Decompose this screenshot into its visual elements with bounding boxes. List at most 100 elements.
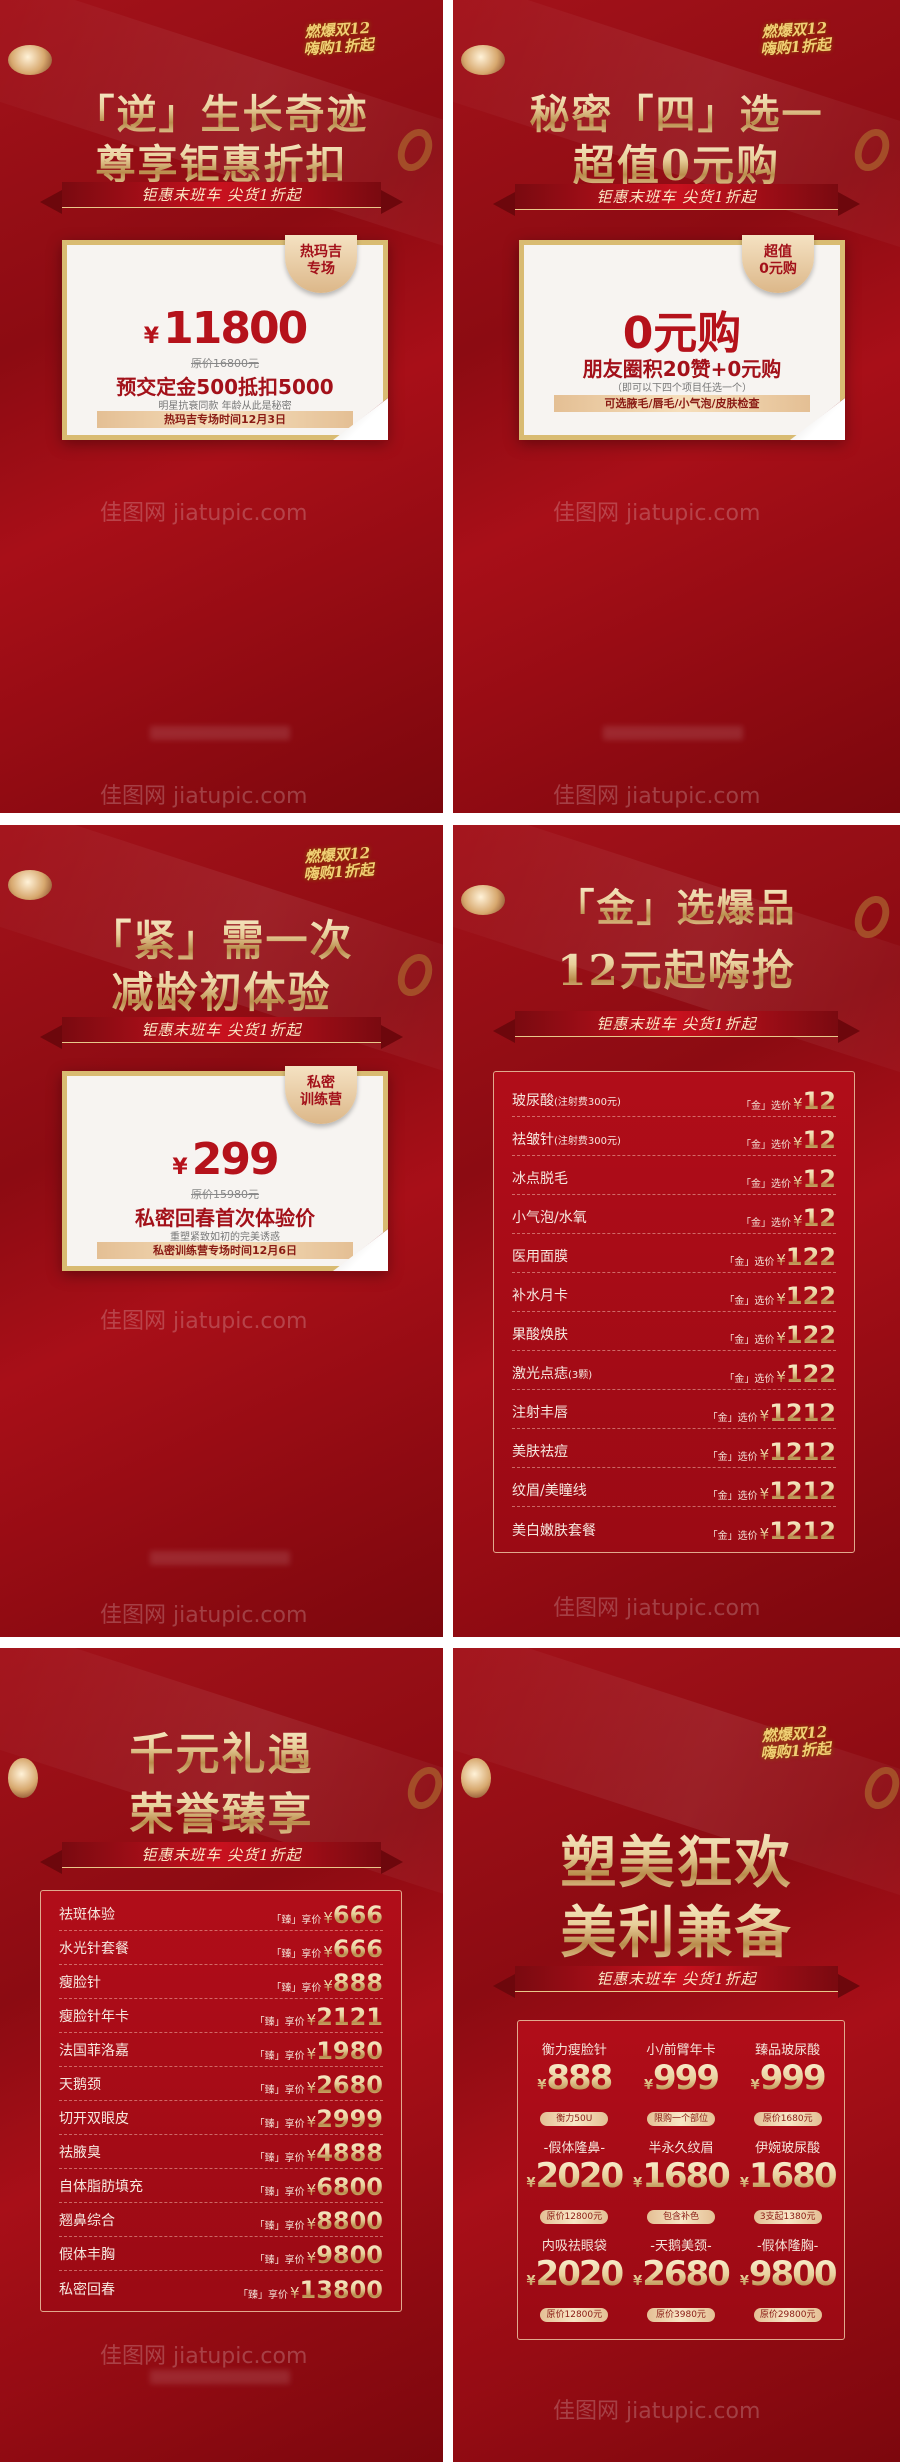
- blurred-logo: [150, 726, 290, 740]
- item-name: 果酸焕肤: [512, 1324, 568, 1350]
- price-tag: 「金」选价: [724, 1257, 775, 1268]
- double12-logo: 燃爆双12 嗨购1折起: [744, 19, 846, 60]
- item-price: 「金」选价 ¥12: [741, 1125, 836, 1155]
- offer-card: 热玛吉 专场 ¥11800 原价16800元 预交定金500抵扣5000 明星抗衰…: [62, 235, 389, 441]
- ribbon-banner: 钜惠末班车 尖货1折起: [40, 1842, 403, 1874]
- currency-symbol: ¥: [776, 1290, 786, 1308]
- price: ¥299: [67, 1134, 383, 1185]
- price-value: 666: [332, 1935, 383, 1963]
- title-line2: 12元起嗨抢: [453, 937, 900, 998]
- ribbon-banner: 钜惠末班车 尖货1折起: [493, 184, 860, 216]
- item-name-text: 翘鼻综合: [59, 2213, 115, 2229]
- price-tag: 「臻」享价: [271, 1983, 322, 1994]
- item-name-text: 注射丰唇: [512, 1405, 568, 1421]
- watermark: 佳图网 jiatupic.com: [553, 2399, 761, 2424]
- pearl-decoration: [8, 1758, 38, 1798]
- price-tag: 「臻」享价: [254, 2119, 305, 2130]
- deal-note-pill: 原价29800元: [753, 2308, 822, 2322]
- item-name: 瘦脸针: [59, 1972, 101, 1998]
- item-name: 美肤祛痘: [512, 1441, 568, 1467]
- badge: 热玛吉 专场: [285, 235, 357, 293]
- currency-symbol: ¥: [526, 2274, 536, 2289]
- price-value: 9800: [316, 2241, 383, 2269]
- options-bar: 可选腋毛/唇毛/小气泡/皮肤检查: [554, 395, 810, 412]
- deal-note-pill: 3支起1380元: [753, 2210, 822, 2224]
- title-line1: 秘密「四」选一: [453, 82, 900, 140]
- badge-line2: 专场: [307, 261, 335, 277]
- item-name-text: 冰点脱毛: [512, 1171, 568, 1187]
- list-row: 纹眉/美瞳线 「金」选价 ¥1212: [512, 1468, 836, 1507]
- item-name-text: 补水月卡: [512, 1288, 568, 1304]
- deal-name: 半永久纹眉: [648, 2141, 714, 2156]
- headline: 私密回春首次体验价: [135, 1206, 315, 1230]
- list-row: 祛皱针(注射费300元) 「金」选价 ¥12: [512, 1117, 836, 1156]
- item-name: 私密回春: [59, 2279, 115, 2305]
- currency-symbol: ¥: [537, 2078, 547, 2093]
- item-price: 「金」选价 ¥122: [724, 1359, 836, 1389]
- currency-symbol: ¥: [306, 2011, 317, 2029]
- title-line2: 美利兼备: [453, 1888, 900, 1969]
- price-value: 299: [191, 1134, 280, 1185]
- item-name: 美白嫩肤套餐: [512, 1520, 596, 1546]
- deal-note-pill: 衡力50U: [540, 2112, 609, 2126]
- price-tag: 「金」选价: [724, 1374, 775, 1385]
- ribbon-banner: 钜惠末班车 尖货1折起: [40, 182, 403, 214]
- price-value: 0元购: [622, 308, 742, 359]
- item-name: 祛斑体验: [59, 1904, 115, 1930]
- item-name-text: 小气泡/水氧: [512, 1210, 587, 1226]
- list-row: 激光点痣(3颗) 「金」选价 ¥122: [512, 1351, 836, 1390]
- deal-cell: -假体隆鼻- ¥2020 原价12800元: [521, 2137, 628, 2235]
- item-name-text: 祛皱针: [512, 1132, 554, 1148]
- item-price: 「臻」享价 ¥666: [271, 1934, 383, 1964]
- watermark: 佳图网 jiatupic.com: [553, 1596, 761, 1621]
- item-price: 「臻」享价 ¥1980: [255, 2036, 383, 2066]
- item-price: 「臻」享价 ¥2680: [255, 2070, 383, 2100]
- item-name: 医用面膜: [512, 1246, 568, 1272]
- item-price: 「臻」享价 ¥13800: [238, 2275, 383, 2305]
- currency-symbol: ¥: [526, 2176, 536, 2191]
- ribbon-banner: 钜惠末班车 尖货1折起: [493, 1966, 860, 1998]
- price-value: 122: [785, 1243, 836, 1271]
- list-row: 祛斑体验 「臻」享价 ¥666: [59, 1897, 383, 1931]
- price-tag: 「金」选价: [724, 1335, 775, 1346]
- list-row: 美白嫩肤套餐 「金」选价 ¥1212: [512, 1507, 836, 1546]
- currency-symbol: ¥: [306, 2147, 317, 2165]
- list-row: 翘鼻综合 「臻」享价 ¥8800: [59, 2203, 383, 2237]
- item-name: 水光针套餐: [59, 1938, 129, 1964]
- list-row: 果酸焕肤 「金」选价 ¥122: [512, 1312, 836, 1351]
- deal-price: ¥2020: [521, 2156, 628, 2204]
- list-row: 玻尿酸(注射费300元) 「金」选价 ¥12: [512, 1078, 836, 1117]
- watermark: 佳图网 jiatupic.com: [100, 1603, 308, 1628]
- subline: 明星抗衰同款 年龄从此是秘密: [158, 401, 292, 412]
- currency-symbol: ¥: [739, 2176, 749, 2191]
- badge-line1: 私密: [307, 1075, 335, 1091]
- list-row: 祛腋臭 「臻」享价 ¥4888: [59, 2135, 383, 2169]
- deal-cell: -天鹅美颈- ¥2680 原价3980元: [628, 2235, 735, 2333]
- deal-name: -假体隆胸-: [756, 2239, 819, 2254]
- currency-symbol: ¥: [306, 2079, 317, 2097]
- list-row: 水光针套餐 「臻」享价 ¥666: [59, 1931, 383, 1965]
- price-tag: 「臻」享价: [271, 1915, 322, 1926]
- price-tag: 「金」选价: [741, 1179, 792, 1190]
- price-value: 9800: [748, 2254, 836, 2294]
- list-row: 注射丰唇 「金」选价 ¥1212: [512, 1390, 836, 1429]
- deal-cell: 臻品玻尿酸 ¥999 原价1680元: [734, 2039, 841, 2137]
- currency-symbol: ¥: [172, 1155, 187, 1180]
- currency-symbol: ¥: [759, 1407, 770, 1425]
- item-name-text: 水光针套餐: [59, 1941, 129, 1957]
- original-price-text: 原价16800元: [191, 357, 259, 370]
- currency-symbol: ¥: [793, 1134, 803, 1152]
- price-value: 11800: [163, 303, 308, 354]
- price-tag: 「臻」享价: [254, 2051, 305, 2062]
- currency-symbol: ¥: [776, 1329, 786, 1347]
- price-value: 13800: [299, 2276, 384, 2304]
- deal-cell: 衡力瘦脸针 ¥888 衡力50U: [521, 2039, 628, 2137]
- price-value: 1680: [748, 2156, 836, 2196]
- currency-symbol: ¥: [323, 1943, 333, 1961]
- price-value: 6800: [316, 2173, 383, 2201]
- deal-note-pill: 原价12800元: [540, 2308, 609, 2322]
- price-tag: 「臻」享价: [254, 2085, 305, 2096]
- deal-price: ¥1680: [628, 2156, 735, 2204]
- currency-symbol: ¥: [633, 2274, 643, 2289]
- item-price: 「金」选价 ¥1212: [708, 1476, 836, 1506]
